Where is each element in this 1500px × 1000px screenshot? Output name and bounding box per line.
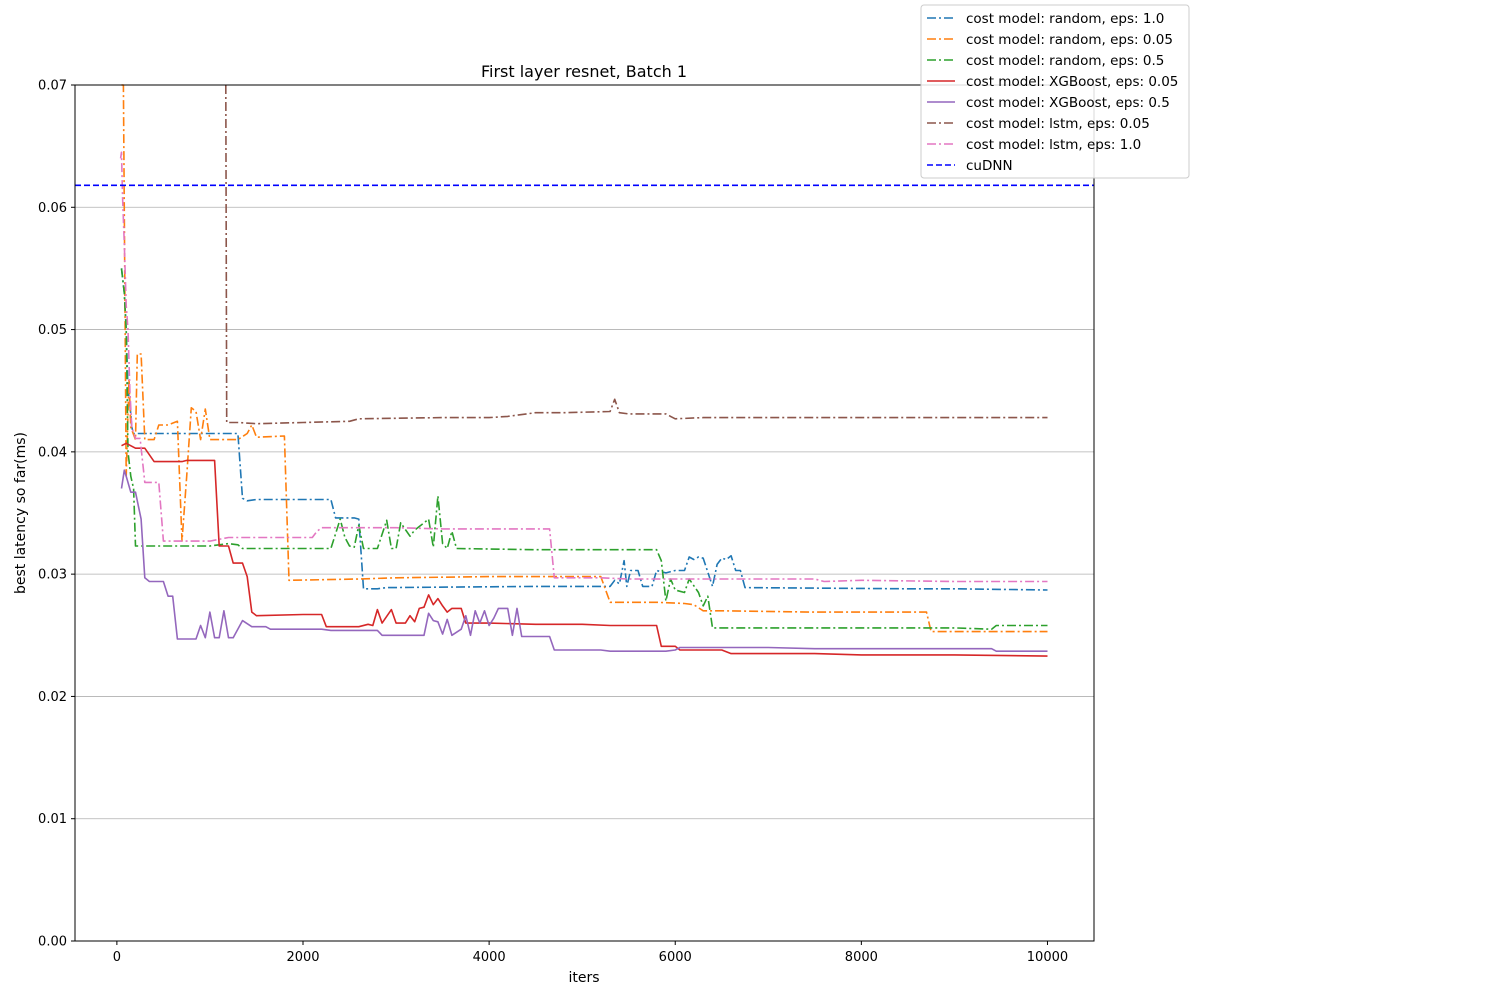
x-tick-label: 2000 [286,950,319,965]
y-tick-label: 0.05 [38,323,67,338]
x-tick-label: 6000 [659,950,692,965]
series-line-7 [119,151,1048,583]
x-axis-label: iters [568,970,599,986]
legend-box [920,4,1190,179]
series-line-6 [225,84,1048,425]
y-tick-label: 0.02 [38,690,67,705]
legend-label: cuDNN [966,158,1013,174]
axis-ticks: 0.00 0.01 0.02 0.03 0.04 0.05 0.06 0.07 0 2000 400… [38,79,1068,966]
legend-label: cost model: XGBoost, eps: 0.5 [966,95,1170,111]
series-line-5 [120,469,1048,652]
y-axis-label: best latency so far(ms) [13,432,29,594]
legend-label: cost model: random, eps: 0.05 [966,32,1173,48]
y-tick-label: 0.07 [38,79,67,94]
y-tick-label: 0.03 [38,568,67,583]
y-tick-label: 0.00 [38,935,67,950]
chart-title: First layer resnet, Batch 1 [481,62,687,81]
legend-label: cost model: random, eps: 0.5 [966,53,1164,69]
x-tick-label: 8000 [845,950,878,965]
legend-label: cost model: random, eps: 1.0 [966,11,1164,27]
series-lines [75,84,1094,657]
plot-frame [74,84,1095,942]
y-tick-label: 0.06 [38,201,67,216]
legend-label: cost model: lstm, eps: 0.05 [966,116,1150,132]
x-tick-label: 10000 [1027,950,1068,965]
series-line-3 [120,268,1048,630]
legend: cost model: random, eps: 1.0 cost model: … [920,4,1190,179]
x-tick-label: 4000 [473,950,506,965]
series-line-1 [120,268,1048,591]
legend-label: cost model: lstm, eps: 1.0 [966,137,1141,153]
y-tick-label: 0.04 [38,445,67,460]
x-tick-label: 0 [113,950,121,965]
series-line-4 [121,442,1048,657]
gridlines [75,84,1094,942]
legend-label: cost model: XGBoost, eps: 0.05 [966,74,1178,90]
y-tick-label: 0.01 [38,812,67,827]
series-line-2 [121,84,1048,633]
